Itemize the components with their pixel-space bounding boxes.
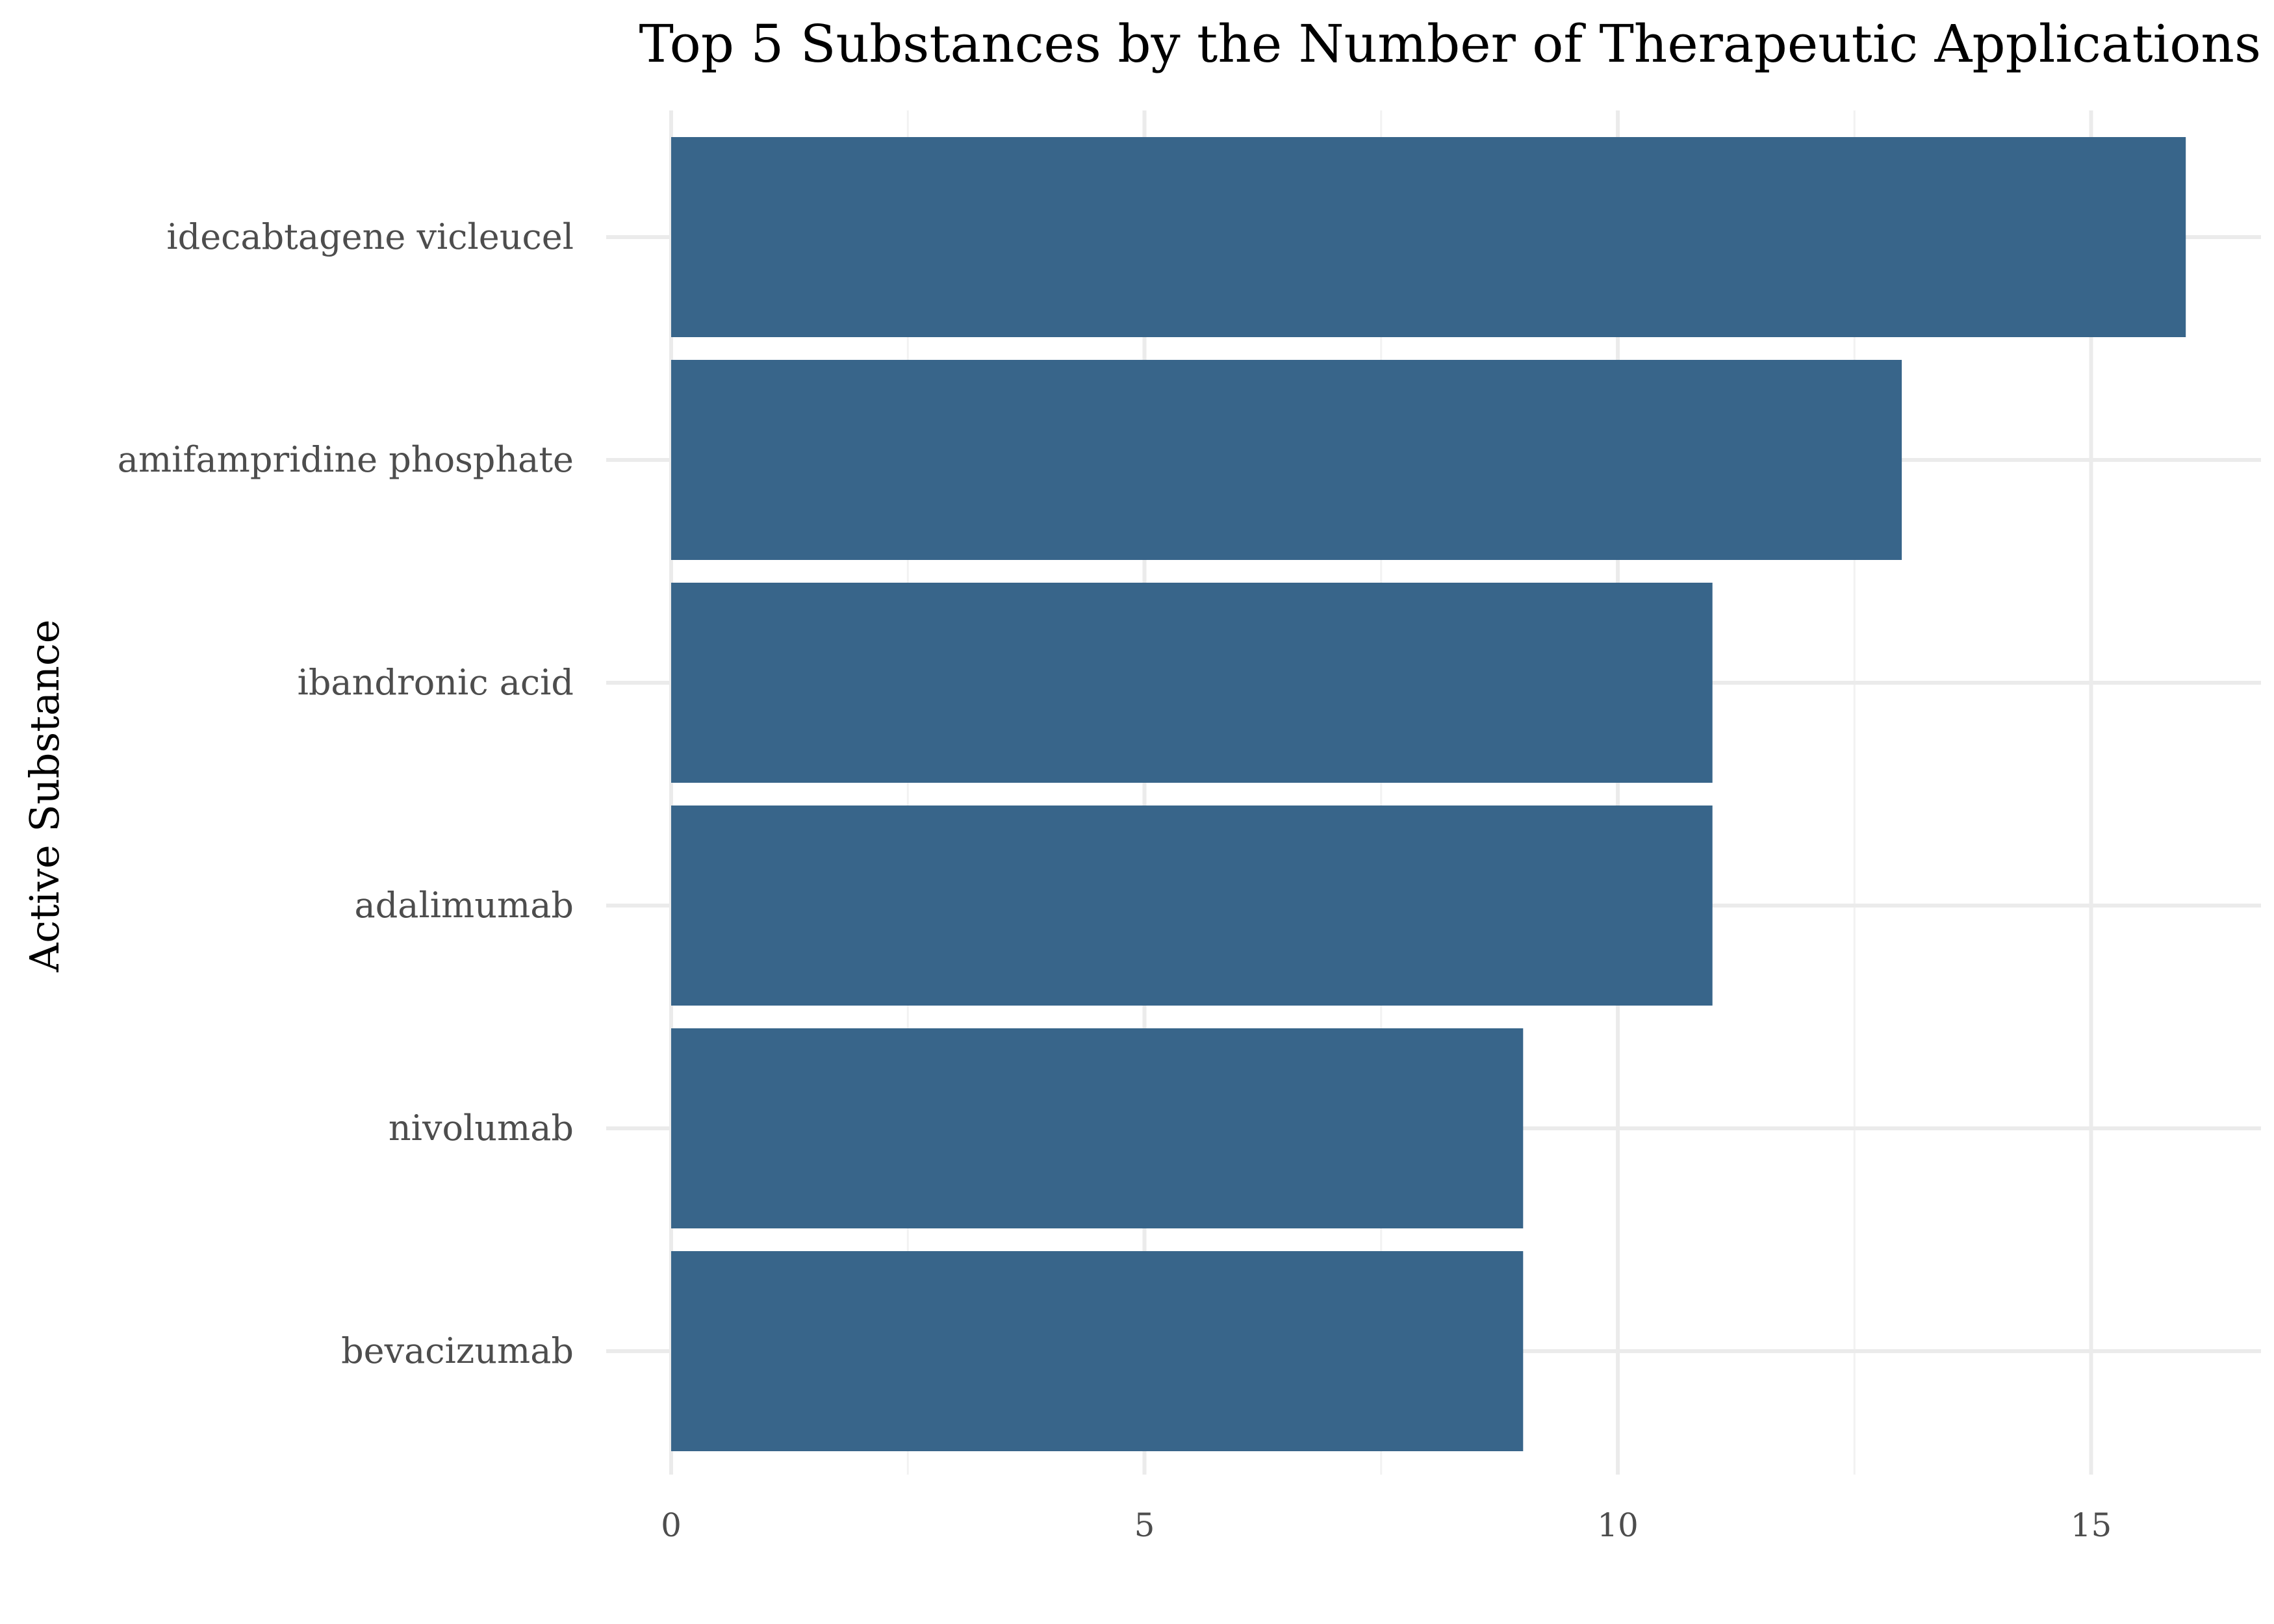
y-axis-title: Active Substance (21, 620, 68, 973)
bar (671, 1251, 1524, 1451)
category-label: amifampridine phosphate (118, 439, 574, 480)
bar (671, 360, 1902, 560)
x-tick-labels: 0 5 10 15 (661, 1506, 2112, 1544)
category-label: bevacizumab (341, 1330, 574, 1371)
bar (671, 583, 1713, 783)
category-labels: idecabtagene vicleucel amifampridine phos… (118, 216, 574, 1371)
bar (671, 137, 2186, 337)
chart-title: Top 5 Substances by the Number of Therap… (639, 14, 2261, 74)
x-tick-label: 10 (1597, 1506, 1639, 1544)
category-label: ibandronic acid (298, 662, 574, 703)
bar (671, 1028, 1524, 1228)
bars (671, 137, 2186, 1451)
x-tick-label: 5 (1134, 1506, 1155, 1544)
x-tick-label: 0 (661, 1506, 682, 1544)
bar (671, 806, 1713, 1006)
category-label: nivolumab (389, 1108, 574, 1148)
category-label: idecabtagene vicleucel (166, 216, 574, 257)
x-tick-label: 15 (2071, 1506, 2112, 1544)
category-label: adalimumab (355, 885, 574, 926)
